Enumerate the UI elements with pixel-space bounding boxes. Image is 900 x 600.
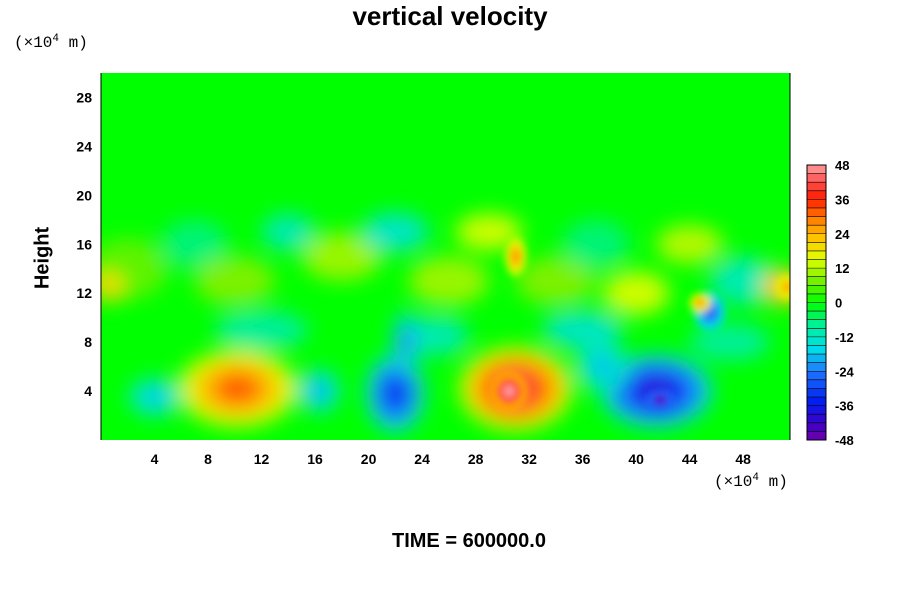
colorbar-bin: [807, 242, 826, 252]
field-contour: [695, 298, 706, 308]
colorbar-tick-label: -24: [835, 364, 855, 379]
colorbar-bin: [807, 216, 826, 226]
field-blob: [656, 224, 724, 264]
colorbar-bin: [807, 431, 826, 441]
field-blob: [101, 238, 168, 300]
field-detail-layer: [490, 236, 790, 411]
colorbar-bin: [807, 173, 826, 183]
field-contour: [502, 384, 516, 398]
x-tick-label: 20: [361, 451, 377, 467]
colorbar-tick-label: -48: [835, 433, 854, 448]
y-tick-label: 12: [76, 285, 92, 301]
x-tick-label: 16: [307, 451, 323, 467]
field-blob: [455, 213, 523, 251]
y-tick-label: 16: [76, 236, 92, 252]
field-blob: [562, 219, 630, 269]
colorbar-tick-label: 0: [835, 296, 842, 311]
colorbar-bin: [807, 207, 826, 217]
x-tick-label: 48: [735, 451, 751, 467]
colorbar-bin: [807, 362, 826, 372]
colorbar-bin: [807, 233, 826, 243]
colorbar-bin: [807, 397, 826, 406]
x-tick-label: 28: [468, 451, 484, 467]
y-tick-label: 8: [84, 334, 92, 350]
colorbar-bin: [807, 422, 826, 432]
field-blob: [515, 256, 597, 306]
colorbar-bin: [807, 302, 826, 312]
time-label: TIME = 600000.0: [392, 530, 546, 552]
colorbar-bin: [807, 250, 826, 260]
colorbar-tick-label: -12: [835, 330, 854, 345]
colorbar-bin: [807, 190, 826, 200]
field-blob: [214, 310, 309, 350]
colorbar-bin: [807, 371, 826, 381]
field-blob: [194, 256, 275, 306]
colorbar-tick-label: -36: [835, 399, 854, 414]
field-contour: [512, 249, 520, 264]
field-blob: [542, 311, 623, 349]
colorbar-tick-label: 12: [835, 261, 849, 276]
x-tick-label: 36: [575, 451, 591, 467]
x-tick-label: 44: [682, 451, 698, 467]
colorbar-bin: [807, 165, 826, 174]
colorbar-bin: [807, 319, 826, 329]
y-tick-label: 20: [76, 187, 92, 203]
colorbar-bin: [807, 354, 826, 363]
colorbar-bin: [807, 379, 826, 389]
x-tick-label: 4: [151, 451, 159, 467]
field-contour: [147, 392, 162, 403]
field-contour: [401, 331, 411, 353]
x-axis-unit: (×104 m): [714, 472, 788, 491]
field-contour: [781, 280, 790, 294]
field-blob: [101, 272, 124, 302]
field-contour: [593, 358, 612, 375]
colorbar-bin: [807, 199, 826, 209]
x-tick-label: 8: [204, 451, 212, 467]
y-tick-label: 24: [76, 138, 92, 154]
x-tick-label: 12: [254, 451, 270, 467]
y-tick-label: 4: [84, 383, 92, 399]
field-contour: [655, 396, 665, 403]
field-blob: [709, 256, 777, 306]
y-tick-label: 28: [76, 89, 92, 105]
field-contour: [228, 383, 247, 395]
field-blob: [408, 256, 489, 306]
colorbar-bin: [807, 414, 826, 424]
colorbar-bin: [807, 259, 826, 269]
field-contour: [313, 385, 325, 397]
field-blob: [689, 323, 770, 361]
colorbar-bin: [807, 388, 826, 398]
x-tick-label: 32: [521, 451, 537, 467]
colorbar-bin: [807, 328, 826, 338]
field-blob: [602, 271, 670, 316]
field-blob: [261, 213, 316, 251]
colorbar-bin: [807, 311, 826, 320]
colorbar-bin: [807, 293, 826, 303]
colorbar-bin: [807, 345, 826, 355]
colorbar-bin: [807, 285, 826, 295]
x-tick-label: 40: [628, 451, 644, 467]
colorbar-tick-label: 48: [835, 158, 849, 173]
field-blob: [361, 212, 429, 252]
field-contour: [390, 386, 401, 401]
colorbar-bin: [807, 182, 826, 192]
chart-title: vertical velocity: [352, 1, 548, 31]
colorbar-frame: [806, 164, 827, 441]
colorbar-tick-label: 24: [835, 227, 850, 242]
colorbar-bin: [807, 336, 826, 346]
x-tick-label: 24: [414, 451, 430, 467]
y-axis-unit: (×104 m): [14, 33, 88, 52]
colorbar-bin: [807, 276, 826, 286]
field-blob: [301, 232, 382, 281]
colorbar-bin: [807, 225, 826, 235]
colorbar-bin: [807, 268, 826, 278]
colorbar-bin: [807, 405, 826, 415]
colorbar-tick-label: 36: [835, 192, 849, 207]
field-blob: [161, 219, 229, 269]
